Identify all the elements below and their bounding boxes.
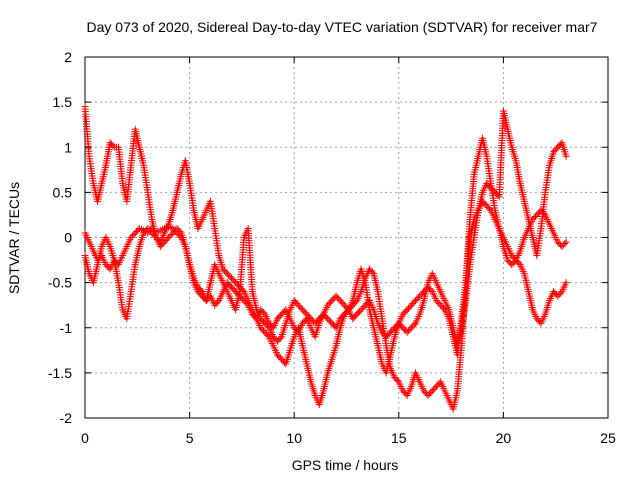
y-tick-label: -0.5: [48, 275, 72, 291]
data-point-marker: [260, 309, 268, 317]
data-point-marker: [368, 268, 376, 276]
y-tick-label: 0.5: [53, 184, 73, 200]
data-point-marker: [176, 227, 184, 235]
data-point-marker: [439, 304, 447, 312]
data-point-marker: [427, 286, 435, 294]
y-tick-label: 1: [64, 139, 72, 155]
x-tick-label: 20: [496, 430, 512, 446]
data-point-marker: [561, 240, 569, 248]
data-point-marker: [393, 376, 401, 384]
data-point: [562, 238, 570, 246]
x-tick-label: 5: [186, 430, 194, 446]
y-tick-label: 2: [64, 49, 72, 65]
y-tick-labels: -2 -1.5 -1 -0.5 0 0.5 1 1.5 2: [48, 49, 72, 426]
data-point-marker: [494, 191, 502, 199]
x-tick-label: 25: [600, 430, 616, 446]
data-point-marker: [485, 205, 493, 213]
y-tick-label: -1: [60, 320, 73, 336]
x-axis-label: GPS time / hours: [292, 457, 399, 473]
data-point-marker: [318, 312, 326, 320]
x-tick-labels: 0 5 10 15 20 25: [81, 430, 616, 446]
data-series: [81, 103, 570, 413]
data-point-marker: [515, 259, 523, 267]
data-point-marker: [540, 209, 548, 217]
y-axis-label: SDTVAR / TECUs: [6, 182, 22, 294]
y-tick-label: 1.5: [53, 94, 73, 110]
x-tick-label: 10: [286, 430, 302, 446]
x-tick-label: 0: [81, 430, 89, 446]
data-point: [562, 279, 570, 287]
series-2: [81, 134, 570, 413]
data-point-marker: [264, 331, 272, 339]
data-point-marker: [213, 298, 221, 306]
y-tick-label: -1.5: [48, 365, 72, 381]
data-point-marker: [109, 142, 117, 150]
series-3: [81, 103, 570, 377]
data-point-marker: [557, 289, 565, 297]
data-point-marker: [276, 334, 284, 342]
y-tick-label: 0: [64, 230, 72, 246]
data-point-marker: [264, 322, 272, 330]
data-point: [562, 152, 570, 160]
chart-title: Day 073 of 2020, Sidereal Day-to-day VTE…: [87, 19, 598, 35]
data-point-marker: [410, 321, 418, 329]
x-tick-label: 15: [391, 430, 407, 446]
y-tick-label: -2: [60, 410, 73, 426]
axis-ticks: [84, 56, 609, 419]
